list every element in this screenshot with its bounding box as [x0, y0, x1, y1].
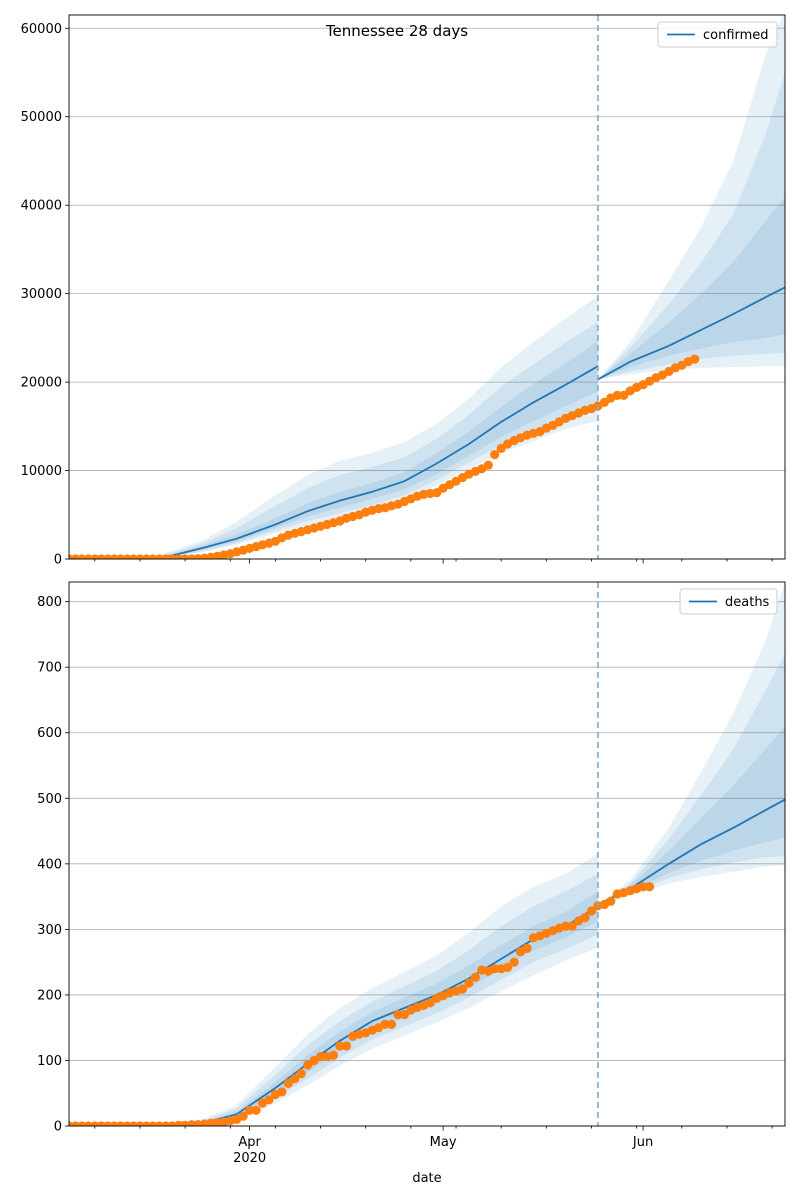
y-tick-label: 60000 [21, 22, 62, 37]
observed-point [380, 1019, 390, 1029]
observed-point [509, 957, 519, 967]
x-year-label: 2020 [233, 1151, 266, 1166]
observed-point [606, 896, 616, 906]
legend-label: confirmed [703, 28, 769, 43]
observed-point [457, 984, 468, 994]
observed-point [264, 1095, 274, 1105]
x-axis-label: date [412, 1171, 441, 1186]
x-tick-label: Jun [632, 1135, 653, 1150]
plot-area [69, 582, 785, 1126]
forecast-uncertainty-band [597, 654, 785, 905]
observed-point [386, 1019, 397, 1029]
fit-uncertainty-band [146, 854, 598, 1126]
model-fit-line [69, 365, 599, 559]
observed-point [567, 921, 577, 931]
x-tick-label: May [430, 1135, 457, 1150]
model-forecast-line [597, 286, 785, 381]
observed-point [328, 1050, 339, 1060]
observed-point [316, 1051, 326, 1062]
observed-point [277, 1087, 287, 1097]
observed-point [238, 1111, 248, 1121]
y-tick-label: 700 [37, 661, 62, 676]
y-tick-label: 20000 [21, 376, 62, 391]
observed-point [690, 354, 700, 364]
confirmed-panel: 0 10000 20000 30000 40000 50000 60000 confirmed [21, 14, 786, 568]
y-tick-label: 300 [37, 923, 62, 938]
y-tick-label: 800 [37, 595, 62, 610]
y-tick-label: 40000 [21, 199, 62, 214]
observed-point [245, 1105, 255, 1115]
forecast-uncertainty-band [597, 582, 785, 905]
axes-frame [68, 14, 786, 560]
observed-point [425, 998, 435, 1008]
observed-point [341, 1041, 351, 1051]
observed-point [561, 921, 571, 931]
axes-frame [68, 581, 786, 1127]
x-tick-label: Apr [238, 1135, 261, 1150]
y-tick-label: 200 [37, 988, 62, 1003]
y-tick-label: 0 [54, 553, 62, 568]
y-tick-label: 600 [37, 726, 62, 741]
fit-uncertainty-band [146, 873, 598, 1126]
forecast-uncertainty-band [597, 72, 785, 380]
y-tick-label: 400 [37, 857, 62, 872]
plot-area [69, 15, 785, 559]
y-tick-label: 50000 [21, 110, 62, 125]
observed-point [251, 1105, 261, 1115]
observed-point [290, 1074, 300, 1084]
observed-point [393, 1010, 403, 1020]
observed-point [638, 882, 648, 892]
observed-point [619, 390, 629, 400]
observed-point [490, 450, 500, 460]
observed-point [580, 913, 590, 923]
observed-point [470, 972, 480, 982]
observed-point [303, 1060, 313, 1070]
observed-point [503, 962, 513, 973]
observed-point [522, 943, 532, 954]
observed-point [399, 1010, 409, 1020]
y-tick-label: 500 [37, 792, 62, 807]
observed-point [335, 1041, 345, 1051]
observed-point [599, 397, 610, 407]
observed-point [496, 443, 506, 453]
observed-point [586, 906, 597, 916]
observed-point [612, 390, 622, 400]
y-tick-label: 0 [54, 1120, 62, 1135]
forecast-uncertainty-band [597, 726, 785, 905]
legend: confirmed [657, 21, 778, 48]
observed-point [644, 882, 655, 892]
observed-point [283, 1078, 293, 1088]
forecast-uncertainty-band [597, 15, 785, 380]
forecast-uncertainty-band [597, 196, 785, 380]
observed-point [296, 1069, 306, 1079]
legend-box [679, 588, 778, 615]
y-tick-label: 10000 [21, 464, 62, 479]
observed-point [483, 460, 493, 470]
observed-point [432, 488, 442, 498]
legend-label: deaths [725, 595, 770, 610]
deaths-panel: 0 100 200 300 400 500 600 700 800 deaths Apr May Jun… [37, 581, 786, 1166]
observed-point [490, 964, 500, 974]
chart-title: Tennessee 28 days [325, 22, 468, 40]
legend: deaths [679, 588, 778, 615]
observed-point [464, 978, 474, 988]
legend-box [657, 21, 778, 48]
y-tick-label: 30000 [21, 287, 62, 302]
y-tick-label: 100 [37, 1054, 62, 1069]
